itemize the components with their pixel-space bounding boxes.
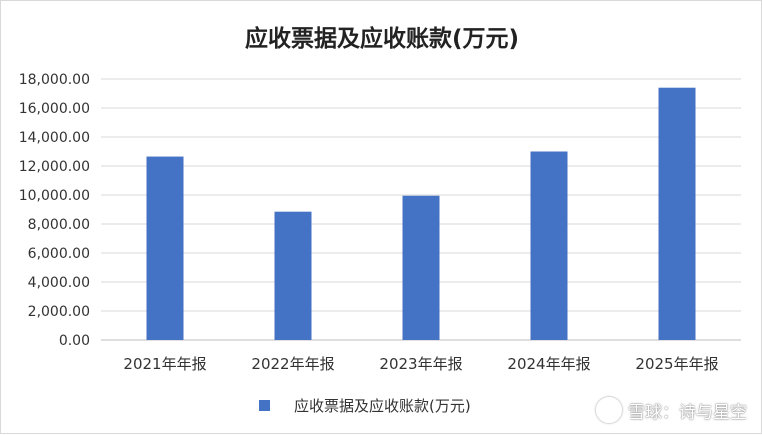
- y-tick-label: 8,000.00: [28, 217, 90, 233]
- y-tick-label: 4,000.00: [28, 275, 90, 291]
- y-tick-label: 2,000.00: [28, 304, 90, 320]
- legend-swatch: [259, 400, 270, 411]
- chart-title: 应收票据及应收账款(万元): [244, 26, 520, 52]
- y-tick-label: 12,000.00: [19, 159, 90, 175]
- bar: [402, 195, 440, 340]
- bar: [658, 87, 696, 340]
- snowball-logo-icon: [596, 397, 622, 423]
- x-tick-label: 2024年年报: [507, 355, 590, 373]
- legend-label: 应收票据及应收账款(万元): [294, 397, 471, 415]
- bar: [530, 151, 568, 340]
- y-tick-label: 0.00: [59, 333, 90, 349]
- watermark-text: 雪球：诗与星空: [628, 402, 747, 423]
- x-tick-label: 2021年年报: [123, 355, 206, 373]
- y-tick-label: 10,000.00: [19, 188, 90, 204]
- x-tick-label: 2025年年报: [635, 355, 718, 373]
- y-tick-label: 6,000.00: [28, 246, 90, 262]
- watermark: 雪球：诗与星空: [596, 397, 747, 423]
- legend: 应收票据及应收账款(万元): [259, 395, 471, 416]
- y-tick-label: 18,000.00: [19, 72, 90, 88]
- x-tick-label: 2023年年报: [379, 355, 462, 373]
- bar: [146, 156, 184, 340]
- x-tick-label: 2022年年报: [251, 355, 334, 373]
- y-tick-label: 16,000.00: [19, 101, 90, 117]
- bar: [274, 211, 312, 340]
- y-tick-label: 14,000.00: [19, 130, 90, 146]
